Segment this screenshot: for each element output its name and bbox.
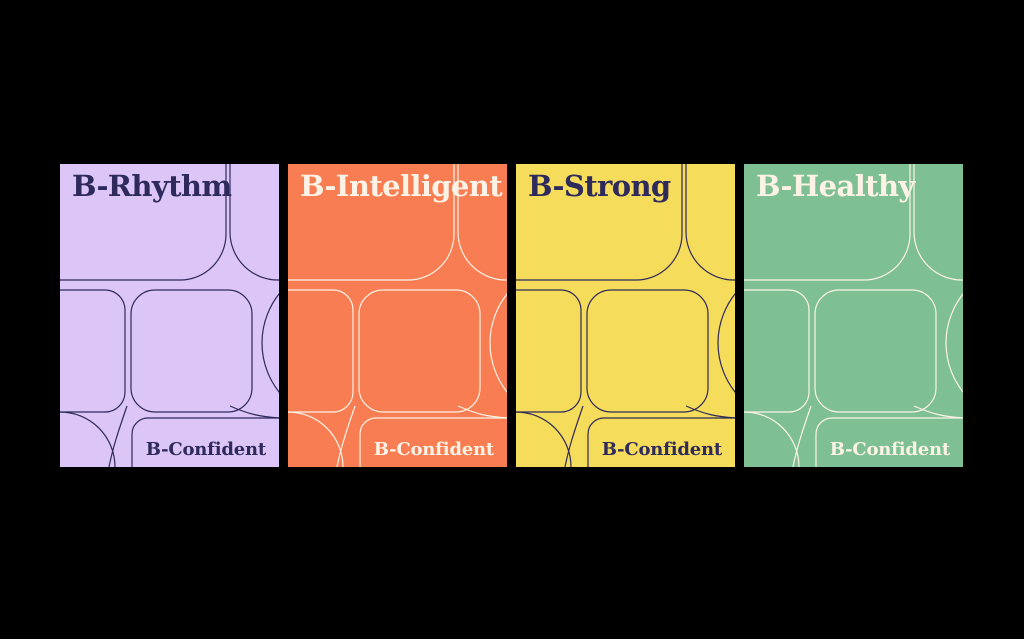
- poster-card-healthy: B-Healthy B-Confident: [744, 164, 963, 467]
- poster-card-rhythm: B-Rhythm B-Confident: [60, 164, 279, 467]
- poster-card-strong: B-Strong B-Confident: [516, 164, 735, 467]
- rounded-grid-pattern-graphic: [516, 164, 735, 467]
- poster-footer-label: B-Confident: [145, 439, 266, 460]
- poster-footer-label: B-Confident: [601, 439, 722, 460]
- rounded-grid-pattern-graphic: [288, 164, 507, 467]
- poster-title: B-Rhythm: [72, 169, 232, 203]
- poster-title: B-Strong: [528, 169, 671, 203]
- poster-footer-label: B-Confident: [829, 439, 950, 460]
- poster-title: B-Intelligent: [300, 169, 503, 203]
- rounded-grid-pattern-graphic: [744, 164, 963, 467]
- poster-row: B-Rhythm B-Confident B-Intelligent B-Con: [60, 164, 963, 467]
- poster-footer-label: B-Confident: [373, 439, 494, 460]
- poster-title: B-Healthy: [756, 169, 915, 203]
- poster-card-intelligent: B-Intelligent B-Confident: [288, 164, 507, 467]
- rounded-grid-pattern-graphic: [60, 164, 279, 467]
